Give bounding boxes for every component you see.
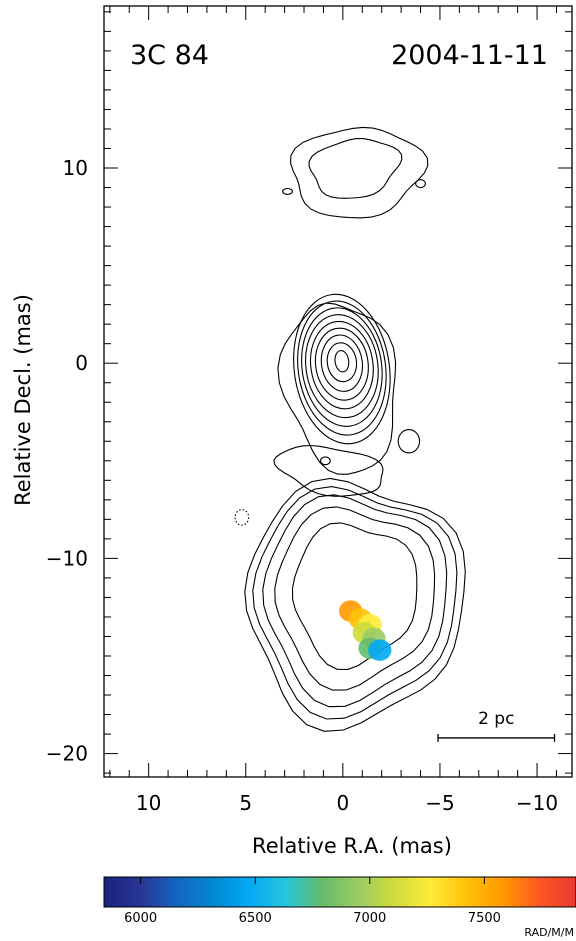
south-lobe-contour	[262, 494, 448, 708]
x-tick-label: 0	[336, 791, 349, 815]
core-contour	[293, 293, 391, 445]
source-label: 3C 84	[130, 40, 209, 71]
north-contour-outer	[290, 126, 429, 219]
plot-frame	[103, 5, 573, 778]
east-knot-contour	[397, 429, 421, 454]
north-small-contour-east	[415, 179, 426, 189]
epoch-label: 2004-11-11	[391, 40, 548, 71]
south-lobe-contour	[244, 477, 466, 732]
core-contour	[301, 307, 383, 427]
colorbar-tick-label: 7500	[468, 911, 501, 926]
core-contour	[326, 342, 358, 383]
contour-lines	[234, 126, 466, 732]
core-contour	[320, 334, 364, 392]
north-small-contour	[282, 187, 293, 195]
rotation-measure-overlay	[338, 600, 392, 661]
core-contour	[297, 300, 387, 436]
colorbar-gradient	[103, 876, 576, 908]
x-tick-label: 10	[136, 791, 161, 815]
colorbar-ticks: 6000 6500 7000 7500	[124, 877, 501, 926]
rm-pixel	[368, 639, 392, 661]
y-axis-title: Relative Decl. (mas)	[11, 294, 35, 506]
core-contour	[305, 314, 379, 419]
bridge-contour	[273, 444, 384, 497]
colorbar-unit-label: RAD/M/M	[524, 926, 574, 939]
core-contour	[309, 320, 374, 410]
negative-contour	[234, 509, 250, 526]
axis-ticks: 10 5 0 −5 −10 10 0 −10 −20	[46, 6, 572, 815]
core-outer-contour	[277, 302, 397, 475]
y-tick-label: 10	[63, 156, 88, 180]
south-lobe-contour	[274, 506, 436, 691]
scale-bar-label: 2 pc	[478, 709, 514, 729]
x-tick-label: 5	[239, 791, 252, 815]
south-lobe-contour	[252, 486, 458, 720]
x-tick-label: −10	[516, 791, 558, 815]
y-tick-label: −10	[46, 546, 88, 570]
colorbar-tick-label: 7000	[353, 911, 386, 926]
y-tick-label: −20	[46, 742, 88, 766]
core-contour	[334, 350, 350, 373]
colorbar: 6000 6500 7000 7500 RAD/M/M	[103, 876, 576, 939]
bridge-knot-contour	[319, 456, 331, 466]
north-contour-inner	[308, 138, 403, 199]
scale-bar: 2 pc	[437, 709, 556, 742]
colorbar-tick-label: 6500	[239, 911, 272, 926]
x-tick-label: −5	[425, 791, 454, 815]
y-tick-label: 0	[75, 351, 88, 375]
colorbar-tick-label: 6000	[124, 911, 157, 926]
x-axis-title: Relative R.A. (mas)	[252, 834, 452, 858]
core-contour	[314, 327, 369, 401]
south-lobe-contour	[291, 522, 418, 670]
